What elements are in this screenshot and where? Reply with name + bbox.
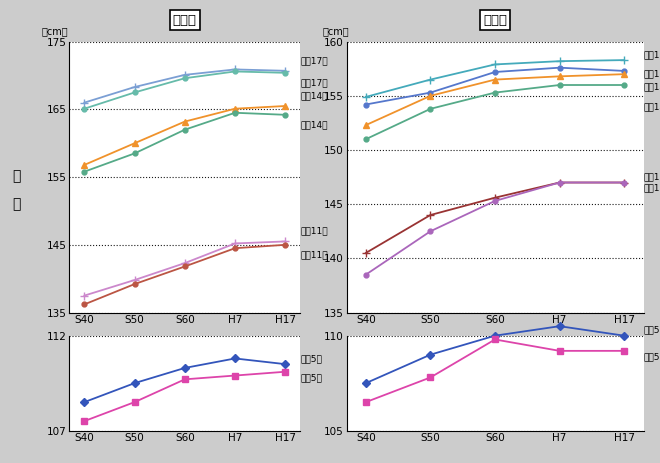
Text: 男　子: 男 子 <box>173 13 197 26</box>
Text: 長: 長 <box>13 197 20 211</box>
Text: 全国17歳: 全国17歳 <box>644 50 660 59</box>
Text: 全国14歳: 全国14歳 <box>300 91 328 100</box>
Text: 宮崎11歳: 宮崎11歳 <box>644 183 660 193</box>
Text: （cm）: （cm） <box>323 26 349 36</box>
Text: （cm）: （cm） <box>42 26 68 36</box>
Text: 宮崎17歳: 宮崎17歳 <box>644 69 660 79</box>
Text: 全国11歳: 全国11歳 <box>644 173 660 181</box>
Text: 身: 身 <box>13 169 20 183</box>
Text: 全国17歳: 全国17歳 <box>300 56 328 65</box>
Text: 全国11歳: 全国11歳 <box>300 227 328 236</box>
Text: 全国5歳: 全国5歳 <box>644 325 660 334</box>
Text: 女　子: 女 子 <box>483 13 507 26</box>
Text: 宮崎17歳: 宮崎17歳 <box>300 78 328 88</box>
Text: 宮崎14歳: 宮崎14歳 <box>300 120 328 130</box>
Text: 全国5歳: 全国5歳 <box>300 354 322 363</box>
Text: 宮崎11歳: 宮崎11歳 <box>300 250 328 259</box>
Text: 全国14歳: 全国14歳 <box>644 83 660 92</box>
Text: 宮崎5歳: 宮崎5歳 <box>644 352 660 361</box>
Text: 宮崎14歳: 宮崎14歳 <box>644 102 660 111</box>
Text: 宮崎5歳: 宮崎5歳 <box>300 373 322 382</box>
